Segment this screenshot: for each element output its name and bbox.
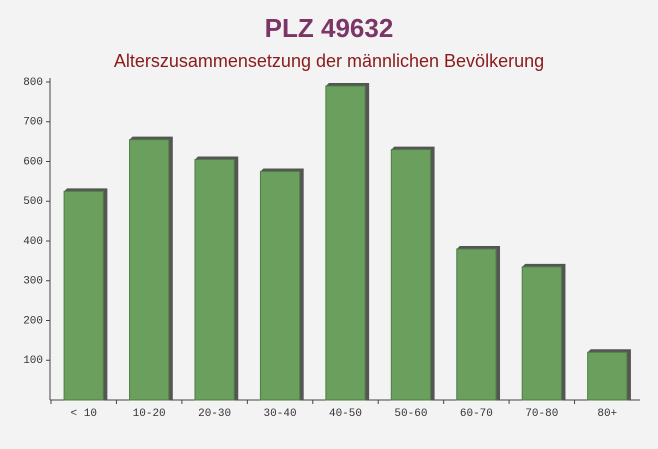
y-tick-label: 100 <box>23 355 43 367</box>
bar <box>63 190 104 401</box>
bar <box>521 266 562 401</box>
x-tick-label: 40-50 <box>329 408 362 420</box>
bar <box>587 351 628 401</box>
chart-title: PLZ 49632 <box>265 13 394 43</box>
bar <box>194 159 235 401</box>
bar <box>390 149 432 401</box>
y-tick-label: 700 <box>23 117 43 129</box>
x-tick-label: 50-60 <box>394 408 427 420</box>
x-tick-label: 10-20 <box>133 408 166 420</box>
bar <box>259 170 301 401</box>
x-tick-label: < 10 <box>71 408 97 420</box>
y-tick-label: 400 <box>23 236 43 248</box>
bar <box>456 248 497 401</box>
y-tick-label: 800 <box>23 77 43 89</box>
x-tick-label: 80+ <box>597 408 617 420</box>
x-tick-label: 30-40 <box>264 408 297 420</box>
chart-subtitle: Alterszusammensetzung der männlichen Bev… <box>114 51 544 71</box>
y-tick-label: 300 <box>23 276 43 288</box>
bar <box>129 139 170 401</box>
x-tick-label: 60-70 <box>460 408 493 420</box>
y-tick-label: 200 <box>23 315 43 327</box>
x-tick-label: 20-30 <box>198 408 231 420</box>
y-tick-label: 500 <box>23 196 43 208</box>
y-tick-label: 600 <box>23 156 43 168</box>
bar <box>325 85 366 401</box>
x-tick-label: 70-80 <box>525 408 558 420</box>
